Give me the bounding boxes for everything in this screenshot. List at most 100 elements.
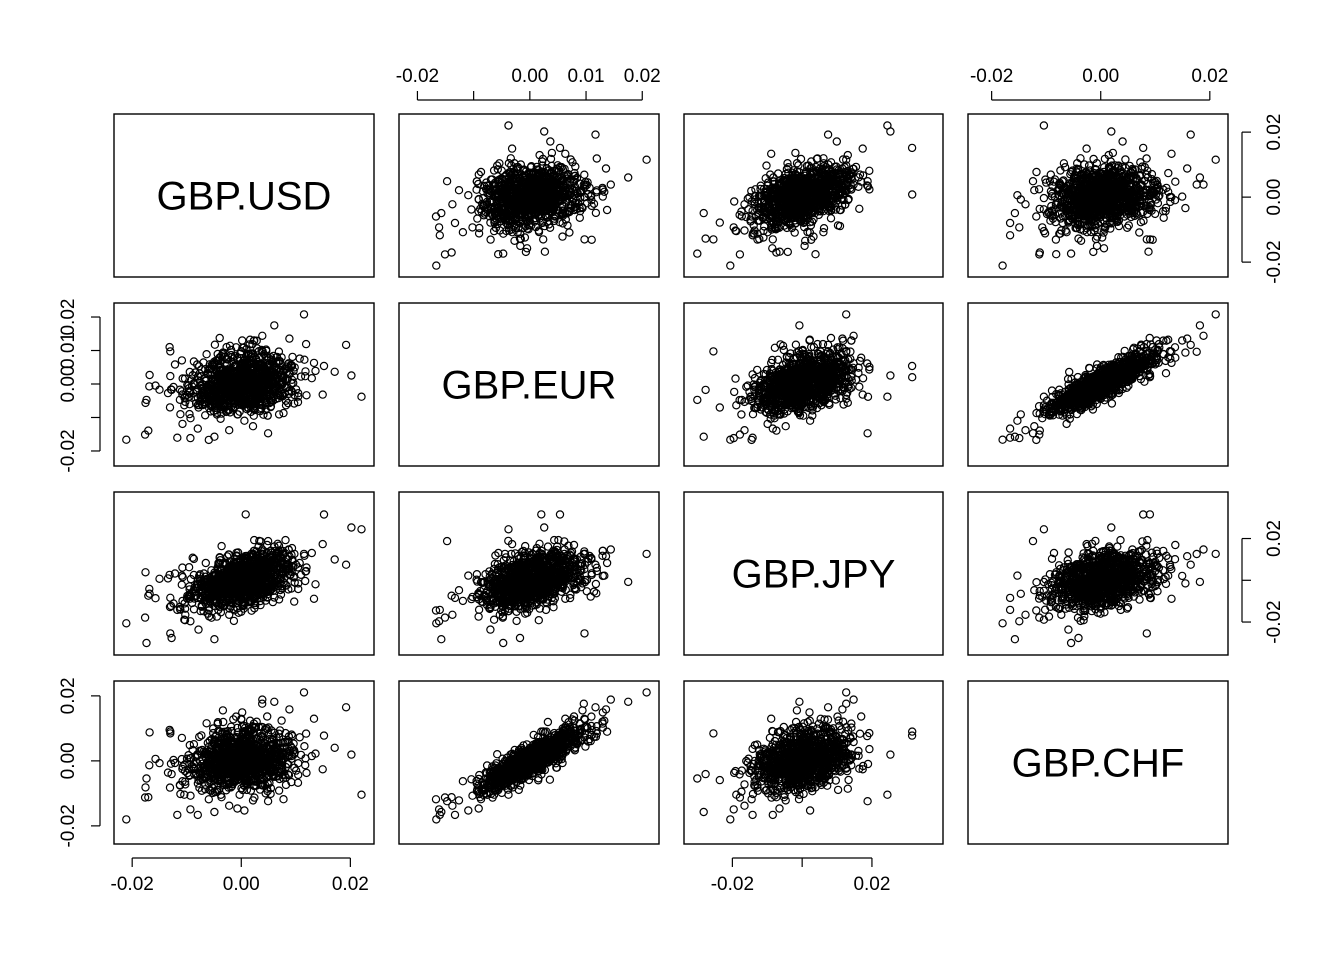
data-point xyxy=(288,352,297,362)
data-point xyxy=(495,159,504,168)
data-point xyxy=(490,217,499,227)
data-point xyxy=(531,222,541,232)
data-point xyxy=(357,392,366,401)
data-point xyxy=(504,158,514,168)
data-point xyxy=(486,197,496,206)
data-point xyxy=(464,190,473,200)
data-point xyxy=(122,435,131,444)
data-point xyxy=(1182,164,1192,173)
data-point xyxy=(1089,247,1098,257)
data-point xyxy=(434,223,444,232)
data-point xyxy=(1051,235,1061,244)
data-point xyxy=(826,333,836,343)
data-point xyxy=(540,127,549,136)
data-point xyxy=(524,225,533,234)
data-point xyxy=(591,208,601,218)
data-point xyxy=(701,234,710,243)
data-point xyxy=(553,205,563,215)
data-point xyxy=(301,367,310,376)
data-point xyxy=(1005,218,1015,228)
data-point xyxy=(1192,180,1201,189)
variable-label: GBP.USD xyxy=(157,175,332,219)
data-point xyxy=(200,411,210,420)
data-point xyxy=(558,232,567,241)
data-point xyxy=(539,235,548,244)
data-point xyxy=(263,429,273,438)
data-point xyxy=(740,200,749,209)
data-point xyxy=(530,217,539,226)
data-point xyxy=(715,218,725,227)
data-point xyxy=(474,229,484,238)
points xyxy=(122,310,366,445)
data-point xyxy=(582,180,592,190)
data-point xyxy=(1164,168,1173,178)
data-point xyxy=(1034,185,1044,194)
data-point xyxy=(735,250,745,259)
data-point xyxy=(311,366,320,376)
data-point xyxy=(544,220,554,229)
data-point xyxy=(341,340,351,350)
data-point xyxy=(563,221,572,230)
data-point xyxy=(177,356,187,365)
data-point xyxy=(570,175,579,184)
data-point xyxy=(561,149,570,158)
data-point xyxy=(347,371,356,380)
data-point xyxy=(584,189,593,199)
data-point xyxy=(726,261,735,270)
data-point xyxy=(800,241,809,251)
data-point xyxy=(883,392,892,401)
data-point xyxy=(1021,200,1030,209)
data-point xyxy=(767,149,776,158)
data-point xyxy=(571,171,580,180)
panel-frame xyxy=(113,113,375,278)
data-point xyxy=(515,234,525,243)
data-point xyxy=(318,390,327,399)
data-point xyxy=(170,360,180,369)
data-point xyxy=(585,183,594,192)
data-point xyxy=(237,336,247,345)
data-point xyxy=(520,233,530,242)
data-point xyxy=(330,367,339,376)
data-point xyxy=(1138,143,1148,153)
data-point xyxy=(185,409,194,419)
data-point xyxy=(580,170,589,179)
data-point xyxy=(587,235,596,244)
data-point xyxy=(566,200,576,210)
data-point xyxy=(540,247,550,256)
data-point xyxy=(493,165,502,174)
data-point xyxy=(1099,244,1109,253)
data-point xyxy=(435,231,444,240)
data-point xyxy=(1082,144,1091,153)
variable-label: GBP.EUR xyxy=(442,364,617,408)
data-point xyxy=(516,241,525,251)
data-point xyxy=(486,235,495,244)
data-point xyxy=(499,249,508,258)
data-point xyxy=(591,130,600,139)
data-point xyxy=(431,212,441,221)
data-point xyxy=(302,391,311,400)
data-point xyxy=(1124,221,1134,230)
panel-GBP.USD-GBP.USD: GBP.USD xyxy=(113,113,375,278)
data-point xyxy=(496,217,505,226)
points xyxy=(693,121,917,270)
data-point xyxy=(522,216,531,225)
data-point xyxy=(1121,155,1130,164)
data-point xyxy=(818,339,828,349)
data-point xyxy=(855,204,864,213)
data-point xyxy=(791,148,800,158)
data-point xyxy=(606,180,616,189)
data-point xyxy=(145,370,154,380)
data-point xyxy=(908,190,917,199)
data-point xyxy=(730,197,739,206)
data-point xyxy=(166,347,175,356)
data-point xyxy=(1118,137,1127,146)
panel-GBP.EUR-GBP.EUR: GBP.EUR xyxy=(398,302,660,467)
data-point xyxy=(502,218,511,228)
data-point xyxy=(437,208,446,218)
data-point xyxy=(319,361,329,371)
data-point xyxy=(1171,177,1180,186)
data-point xyxy=(483,205,492,214)
data-point xyxy=(479,193,488,203)
data-point xyxy=(176,410,185,419)
data-point xyxy=(512,162,521,172)
